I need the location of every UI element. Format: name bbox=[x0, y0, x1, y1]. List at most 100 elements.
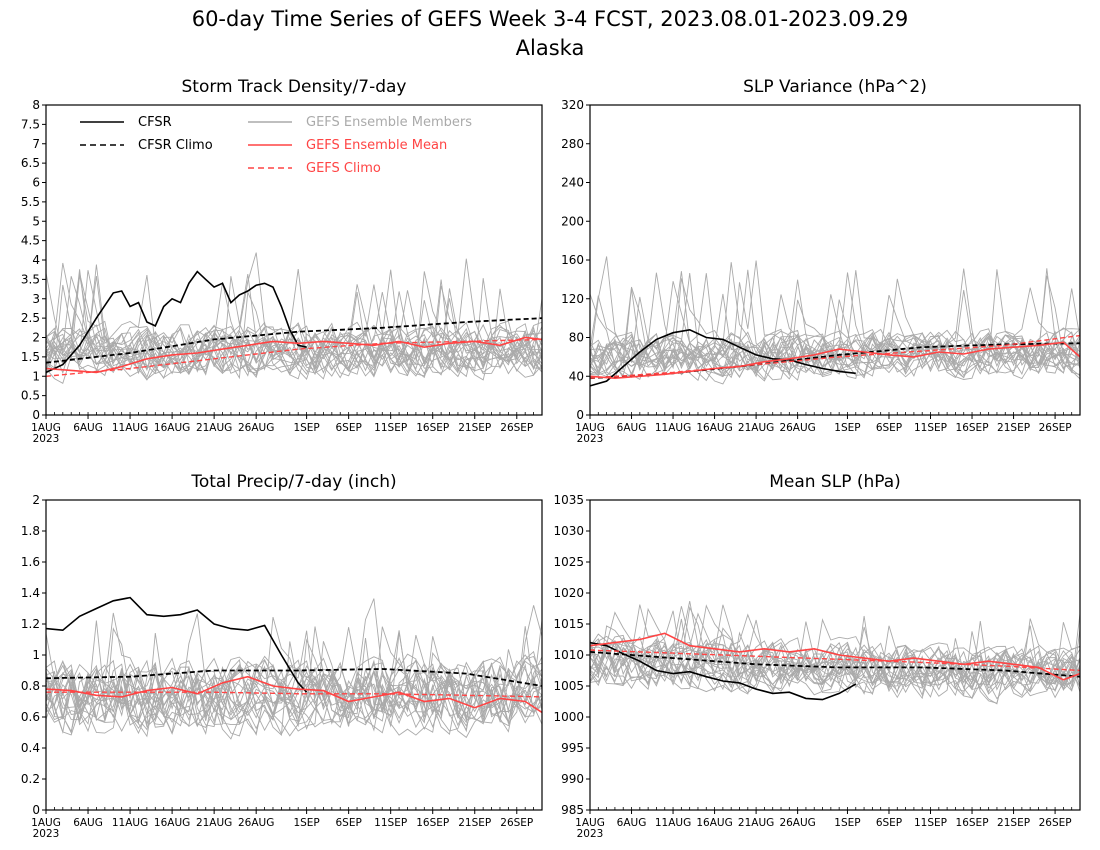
ensemble-member-line bbox=[590, 601, 1080, 690]
x-tick-label: 16SEP bbox=[956, 422, 989, 434]
y-tick-label: 1035 bbox=[553, 493, 584, 507]
legend-gefs-climo: GEFS Climo bbox=[306, 161, 381, 176]
x-tick-label: 11SEP bbox=[374, 422, 407, 434]
x-tick-label: 6AUG bbox=[73, 817, 103, 829]
ensemble-member-line bbox=[590, 281, 1080, 380]
ensemble-members bbox=[46, 252, 542, 384]
series-cfsr bbox=[589, 641, 857, 701]
legend-cfsr-climo: CFSR Climo bbox=[138, 138, 213, 153]
y-tick-label: 1 bbox=[32, 648, 40, 662]
ensemble-member-line bbox=[46, 616, 542, 734]
y-tick-label: 8 bbox=[32, 98, 40, 112]
y-tick-label: 0.4 bbox=[21, 741, 40, 755]
ensemble-member-line bbox=[46, 613, 542, 736]
y-tick-label: 4 bbox=[32, 253, 40, 267]
x-tick-label: 6AUG bbox=[617, 817, 647, 829]
y-tick-label: 280 bbox=[561, 137, 584, 151]
x-tick-label: 11SEP bbox=[914, 422, 947, 434]
ensemble-member-line bbox=[590, 288, 1080, 381]
ensemble-member-line bbox=[46, 632, 542, 723]
y-tick-label: 1020 bbox=[553, 586, 584, 600]
y-tick-label: 1.6 bbox=[21, 555, 40, 569]
x-tick-label: 21SEP bbox=[458, 422, 491, 434]
ensemble-members bbox=[590, 601, 1080, 705]
y-tick-label: 995 bbox=[561, 741, 584, 755]
y-tick-label: 0.6 bbox=[21, 710, 40, 724]
ensemble-members bbox=[590, 256, 1080, 385]
x-year-label: 2023 bbox=[577, 433, 604, 445]
y-tick-label: 240 bbox=[561, 176, 584, 190]
x-tick-label: 6SEP bbox=[335, 422, 361, 434]
y-tick-label: 1 bbox=[32, 369, 40, 383]
series-ens-mean bbox=[589, 341, 1081, 380]
x-tick-label: 21SEP bbox=[458, 817, 491, 829]
ensemble-member-line bbox=[590, 618, 1080, 693]
y-tick-label: 0.5 bbox=[21, 389, 40, 403]
ensemble-member-line bbox=[46, 657, 542, 732]
x-tick-label: 1SEP bbox=[834, 817, 860, 829]
panel-title: Storm Track Density/7-day bbox=[182, 77, 407, 97]
x-tick-label: 21AUG bbox=[196, 817, 232, 829]
x-tick-label: 1AUG bbox=[31, 422, 61, 434]
y-tick-label: 990 bbox=[561, 772, 584, 786]
panel-title: SLP Variance (hPa^2) bbox=[743, 77, 927, 97]
ensemble-member-line bbox=[590, 618, 1080, 697]
x-tick-label: 26SEP bbox=[1039, 422, 1072, 434]
y-tick-label: 0 bbox=[32, 408, 40, 422]
ensemble-member-line bbox=[590, 615, 1080, 697]
y-tick-label: 4.5 bbox=[21, 234, 40, 248]
y-tick-label: 0 bbox=[576, 408, 584, 422]
x-tick-label: 6SEP bbox=[876, 817, 902, 829]
ensemble-member-line bbox=[46, 325, 542, 377]
x-tick-label: 21AUG bbox=[196, 422, 232, 434]
x-tick-label: 16AUG bbox=[154, 422, 190, 434]
panel-title: Total Precip/7-day (inch) bbox=[190, 472, 396, 492]
x-tick-label: 26AUG bbox=[238, 422, 274, 434]
y-tick-label: 0 bbox=[32, 803, 40, 817]
ensemble-member-line bbox=[590, 269, 1080, 380]
y-tick-label: 1005 bbox=[553, 679, 584, 693]
x-tick-label: 6AUG bbox=[617, 422, 647, 434]
series-gefs-climo bbox=[589, 649, 1081, 672]
ensemble-member-line bbox=[46, 270, 542, 384]
ensemble-members bbox=[46, 598, 542, 740]
ensemble-member-line bbox=[590, 606, 1080, 700]
x-tick-label: 11AUG bbox=[112, 422, 148, 434]
y-tick-label: 1.4 bbox=[21, 586, 40, 600]
plot-frame bbox=[45, 499, 543, 811]
y-tick-label: 80 bbox=[569, 331, 584, 345]
x-tick-label: 6SEP bbox=[335, 817, 361, 829]
x-tick-label: 1SEP bbox=[834, 422, 860, 434]
y-tick-label: 5.5 bbox=[21, 195, 40, 209]
x-tick-label: 16AUG bbox=[696, 422, 732, 434]
x-tick-label: 11SEP bbox=[374, 817, 407, 829]
x-tick-label: 16AUG bbox=[696, 817, 732, 829]
x-tick-label: 16AUG bbox=[154, 817, 190, 829]
x-tick-label: 11AUG bbox=[112, 817, 148, 829]
legend-cfsr: CFSR bbox=[138, 115, 172, 130]
series-cfsr bbox=[45, 596, 308, 693]
ensemble-member-line bbox=[46, 620, 542, 736]
x-tick-label: 26AUG bbox=[779, 817, 815, 829]
ensemble-member-line bbox=[46, 258, 542, 376]
legend-ens-mean: GEFS Ensemble Mean bbox=[306, 138, 447, 153]
y-tick-label: 7.5 bbox=[21, 117, 40, 131]
x-tick-label: 1AUG bbox=[575, 817, 605, 829]
y-tick-label: 2.5 bbox=[21, 311, 40, 325]
series-cfsr-climo bbox=[589, 651, 1081, 678]
ensemble-member-line bbox=[590, 335, 1080, 382]
x-tick-label: 16SEP bbox=[416, 817, 449, 829]
series-cfsr-climo bbox=[45, 317, 543, 364]
panels: Storm Track Density/7-day 0 0.5 1 1.5 2 2.5 3 3.… bbox=[21, 77, 1081, 840]
series-cfsr bbox=[589, 328, 856, 387]
series-ens-mean bbox=[45, 336, 543, 374]
x-tick-label: 21AUG bbox=[738, 422, 774, 434]
x-tick-label: 6AUG bbox=[73, 422, 103, 434]
ensemble-member-line bbox=[46, 321, 542, 377]
y-tick-label: 120 bbox=[561, 292, 584, 306]
legend: CFSR CFSR Climo GEFS Ensemble Members GE… bbox=[80, 115, 472, 176]
y-tick-label: 7 bbox=[32, 137, 40, 151]
series-cfsr bbox=[45, 270, 307, 374]
x-tick-label: 26SEP bbox=[1039, 817, 1072, 829]
